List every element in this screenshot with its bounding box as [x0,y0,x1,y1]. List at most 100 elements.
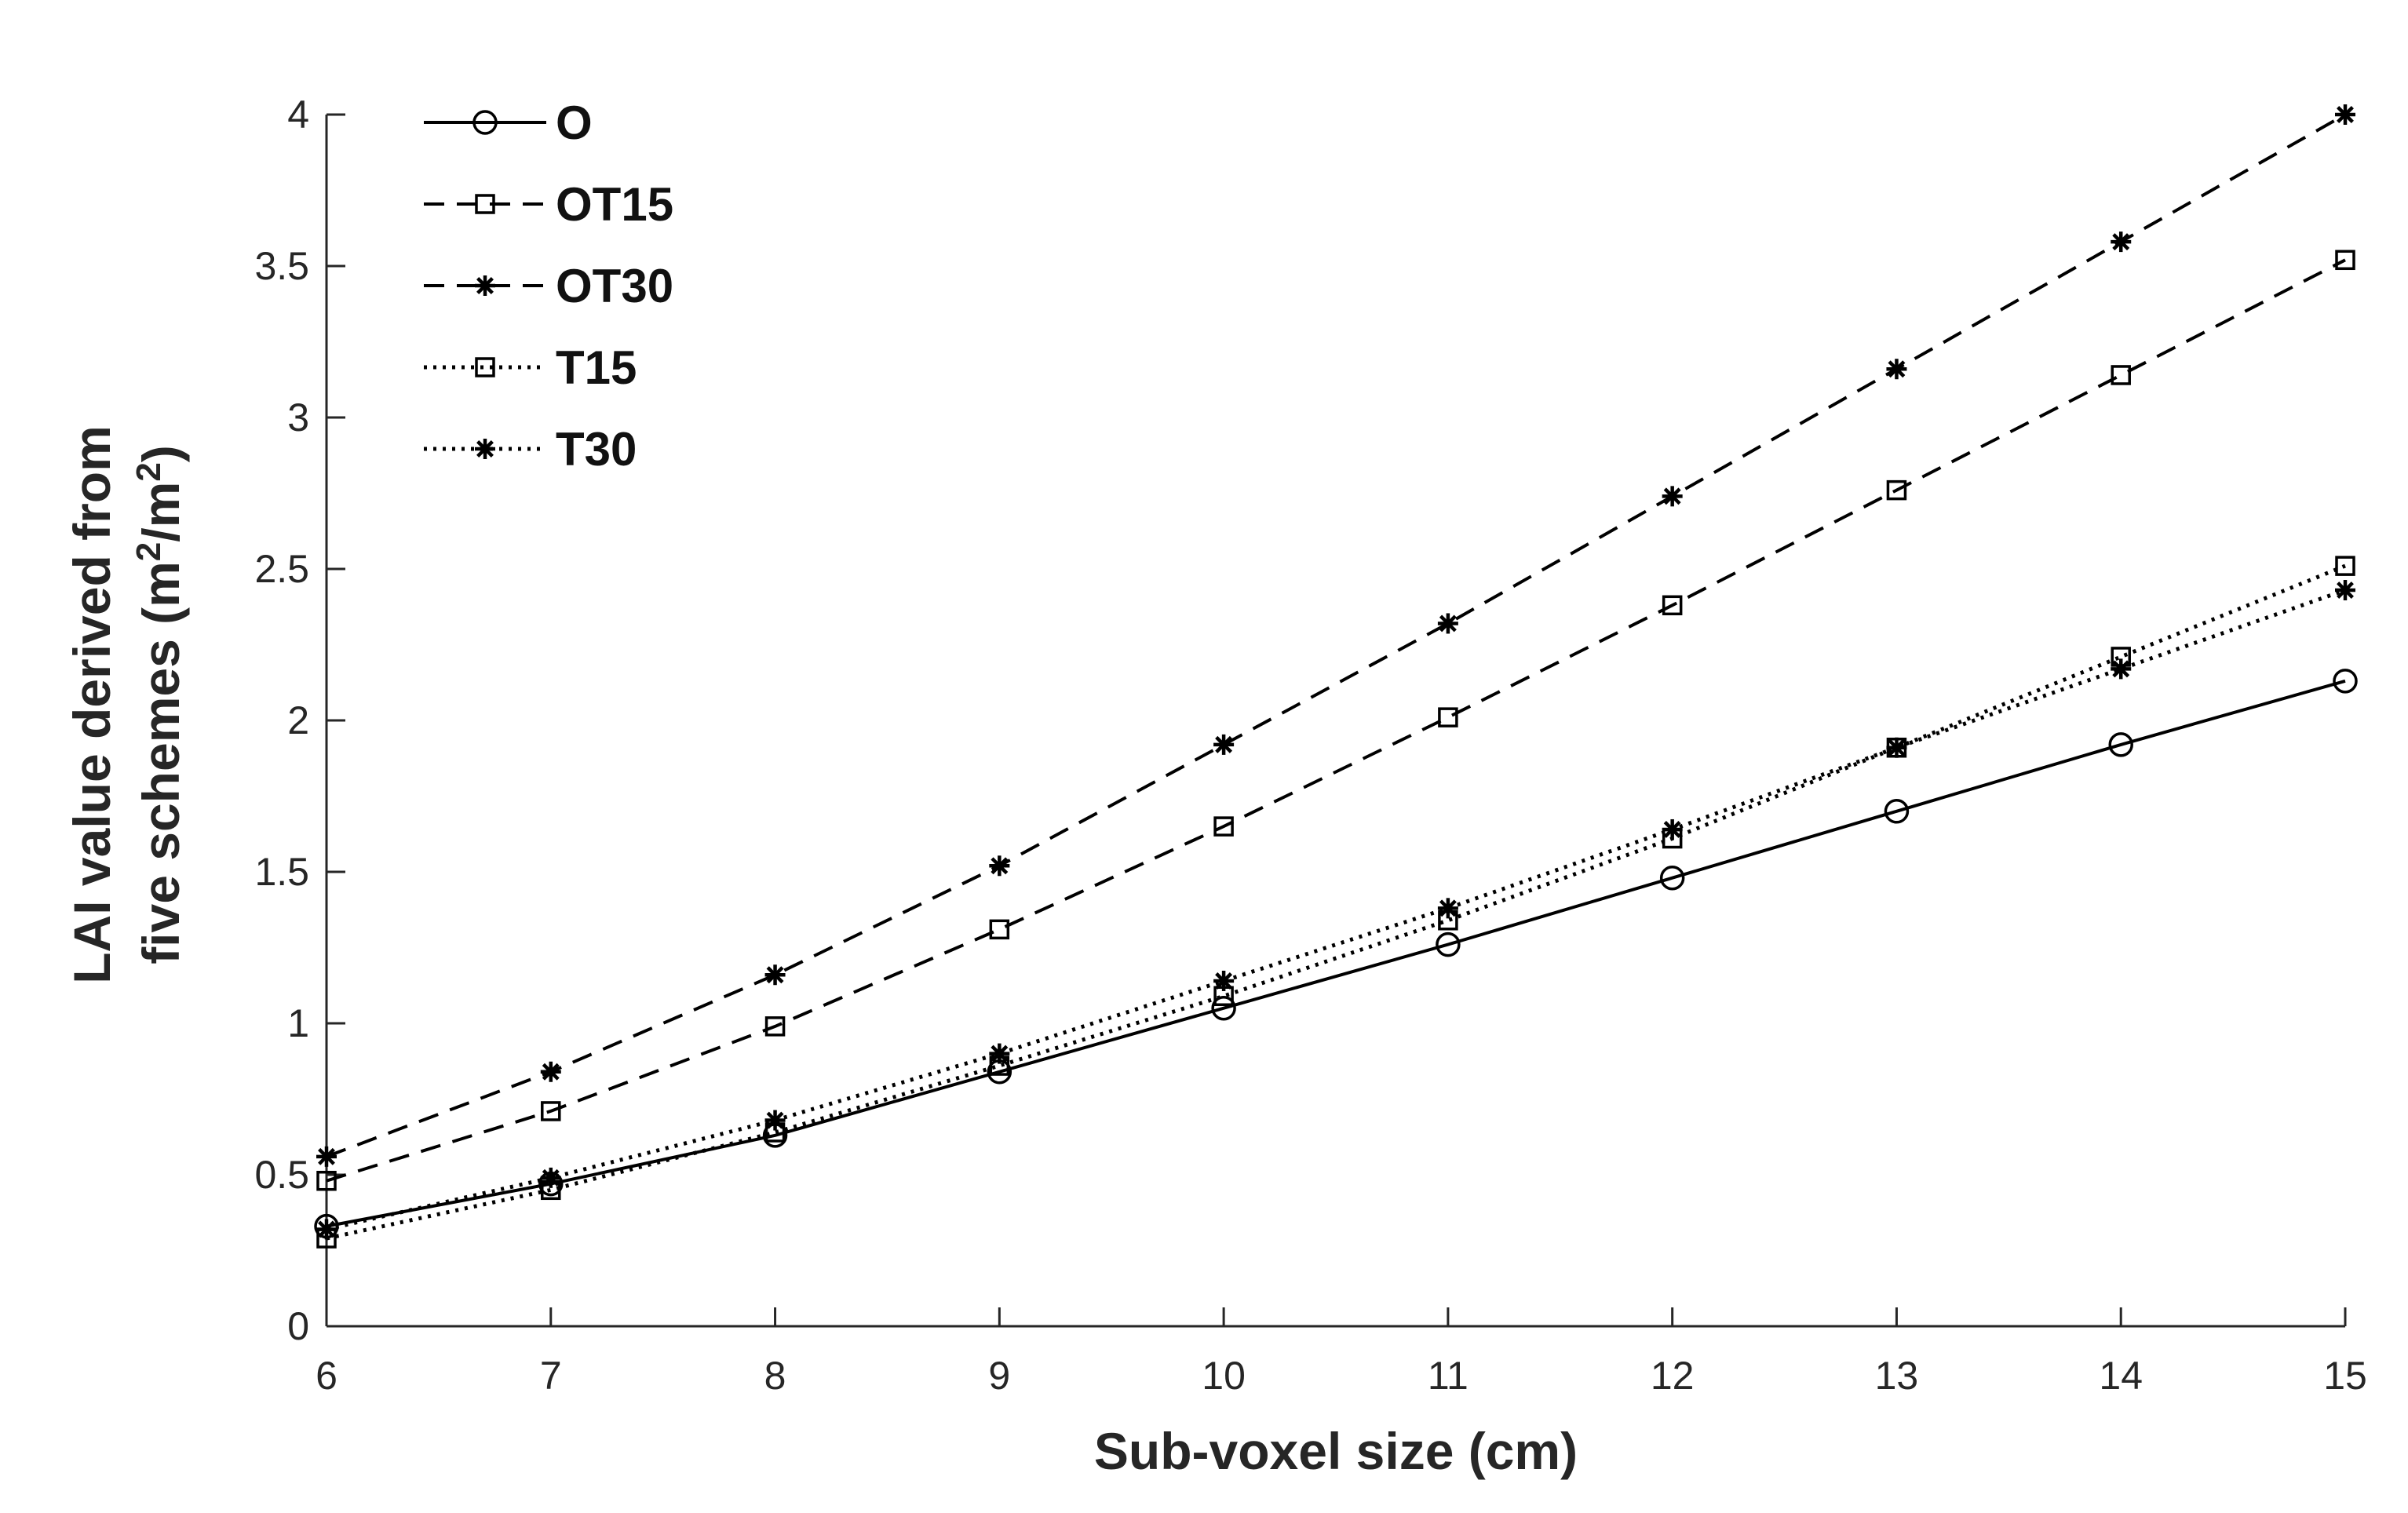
data-point-ot15 [1662,595,1683,616]
asterisk-stroke [1888,360,1906,378]
data-point-o [1659,865,1685,891]
data-point-o [2333,669,2358,694]
asterisk-stroke [318,1147,335,1165]
x-tick-label: 12 [1651,1354,1695,1398]
x-tick-label: 10 [1202,1354,1246,1398]
data-point-t30 [316,1219,337,1240]
data-point-ot15 [1213,816,1234,837]
asterisk-stroke [766,966,784,984]
y-axis-title-mid: /m [132,482,190,542]
y-tick-label: 2 [287,698,309,742]
legend-label-t15: T15 [556,341,637,394]
data-point-t30 [2335,580,2355,601]
data-point-ot15 [2335,250,2355,271]
asterisk-stroke [1663,821,1681,838]
data-point-ot30 [1213,734,1235,755]
x-tick-label: 11 [1428,1354,1469,1398]
data-point-ot30 [2335,104,2355,125]
y-axis-title: LAI value derived from five schemes (m2/… [63,425,190,984]
asterisk-stroke [2337,582,2354,599]
x-tick-label: 8 [764,1354,786,1398]
legend-marker-t15 [475,357,495,377]
data-point-t30 [1213,970,1235,991]
asterisk-stroke [2112,660,2130,678]
series-line-o [326,679,2346,1228]
asterisk-stroke [1215,972,1233,990]
legend-label-o: O [556,97,593,149]
x-tick-label: 15 [2323,1354,2367,1398]
asterisk-stroke [476,440,494,458]
asterisk-stroke [766,1111,784,1129]
data-point-ot30 [1662,486,1683,507]
series-line-t15 [326,563,2346,1241]
series-line-ot15 [326,258,2346,1183]
legend: O OT15 OT30 T15 T30 [424,97,673,476]
data-point-ot30 [1437,613,1458,634]
y-tick-label: 4 [287,93,309,137]
data-point-ot15 [1886,479,1907,501]
data-point-ot15 [541,1101,561,1121]
data-point-t30 [764,1110,786,1131]
data-point-ot30 [764,964,786,986]
y-axis-title-suffix: ) [132,445,190,462]
data-point-o [1884,799,1910,824]
asterisk-stroke [991,857,1009,875]
legend-label-ot15: OT15 [556,178,673,231]
y-axis-title-line2: five schemes (m2/m2) [130,445,191,964]
plot-lines [326,113,2346,1241]
data-point-ot30 [2111,232,2132,253]
data-point-o [1436,931,1461,957]
asterisk-stroke [2112,233,2130,251]
legend-label-t30: T30 [556,423,637,476]
asterisk-stroke [991,1045,1009,1063]
x-tick-label: 9 [988,1354,1010,1398]
data-point-ot15 [1438,707,1458,727]
data-point-t30 [2111,658,2132,680]
y-tick-label: 1.5 [254,850,309,894]
data-point-o [2108,732,2133,757]
asterisk-stroke [542,1168,560,1187]
x-tick-label: 13 [1875,1354,1919,1398]
series-line-t30 [326,588,2346,1231]
y-axis-title-line1: LAI value derived from [63,425,121,984]
legend-marker-ot15 [475,194,495,214]
asterisk-stroke [476,277,494,294]
data-point-t15 [2335,556,2355,576]
plot-markers [314,104,2358,1249]
data-point-ot15 [989,919,1010,940]
asterisk-stroke [1439,614,1457,633]
asterisk-stroke [1215,735,1233,753]
data-point-ot15 [316,1170,337,1191]
y-axis-title-sup2: 2 [130,462,168,481]
y-tick-label: 2.5 [254,547,309,591]
x-axis-title: Sub-voxel size (cm) [1094,1422,1578,1480]
data-point-ot30 [1886,359,1907,380]
data-point-t30 [1886,737,1907,758]
legend-label-ot30: OT30 [556,260,673,312]
data-point-o [1211,995,1236,1021]
y-tick-label: 0.5 [254,1153,309,1197]
data-point-ot30 [540,1061,561,1082]
data-point-t30 [540,1167,561,1188]
legend-marker-t30 [475,439,495,459]
data-point-ot15 [2111,365,2131,385]
series-line-ot30 [326,113,2346,1158]
y-axis-title-prefix: five schemes (m [132,561,190,964]
y-tick-label: 1 [287,1001,309,1045]
asterisk-stroke [1888,738,1906,756]
y-tick-label: 3 [287,396,309,439]
asterisk-stroke [318,1220,335,1238]
asterisk-stroke [1439,899,1457,917]
y-tick-label: 0 [287,1304,309,1348]
x-tick-label: 7 [540,1354,562,1398]
data-point-ot30 [989,855,1010,877]
y-axis-title-sup1: 2 [130,542,168,561]
y-tick-label: 3.5 [254,244,309,288]
axes: 6 7 8 9 10 11 12 13 14 15 0 0.5 1 1.5 2 2.5 3 3.5 4 [254,93,2366,1398]
asterisk-stroke [2337,106,2354,123]
data-point-t30 [1662,818,1683,840]
x-tick-label: 6 [316,1354,337,1398]
data-point-t30 [1437,898,1458,919]
data-point-t30 [989,1043,1010,1064]
